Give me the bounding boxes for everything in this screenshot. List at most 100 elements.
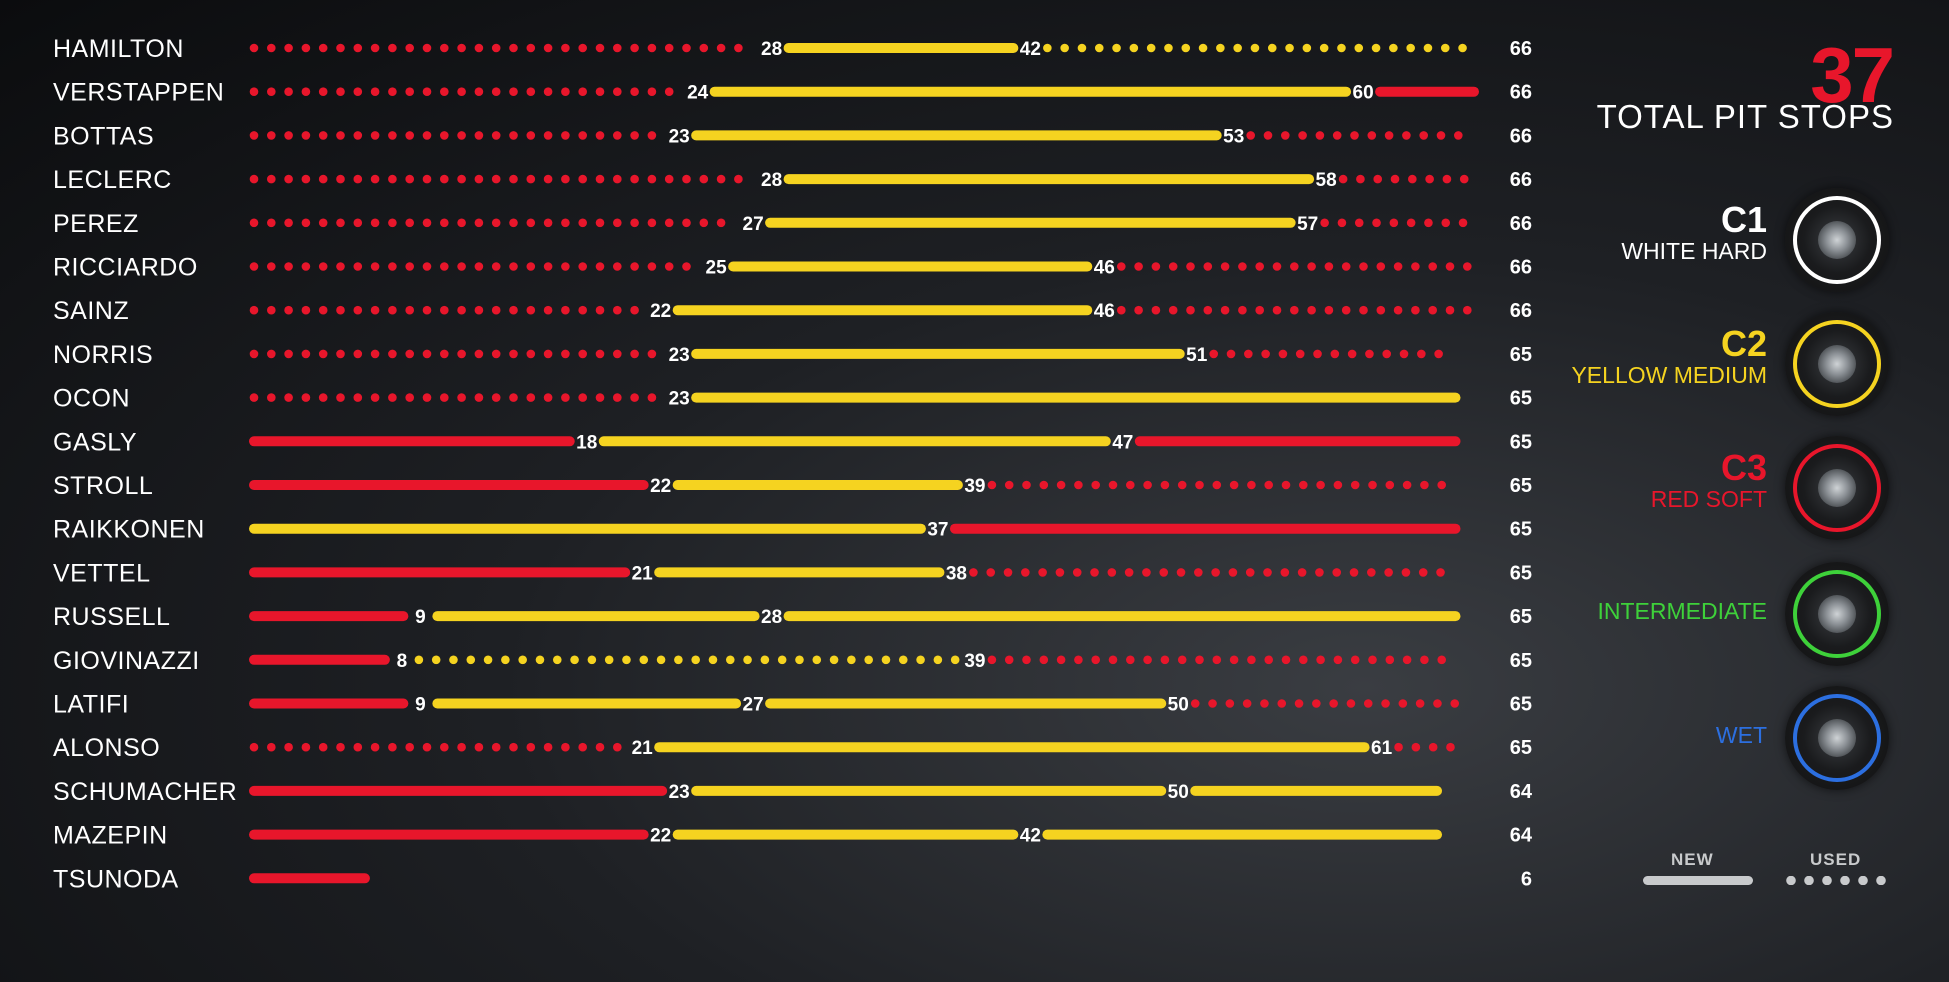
driver-name: TSUNODA [53,865,179,893]
laps-completed-label: 65 [1510,431,1532,453]
pit-stop-lap-label: 37 [927,520,948,541]
stint-bar-yellow-used [1043,43,1467,53]
stint-dot [587,655,597,665]
stint-dot [829,655,839,665]
driver-row: MAZEPIN 22 42 64 [53,822,1533,850]
stint-dot [491,131,501,140]
stint-dot [1406,43,1415,53]
stint-dot [1229,655,1239,665]
driver-row: LATIFI 9 27 50 65 [53,691,1532,719]
driver-row: OCON 23 65 [53,385,1532,413]
stint-bar-red-used [1117,262,1472,271]
stint-dot [318,742,328,752]
stint-dot [1238,262,1247,271]
stint-dot [457,174,466,184]
driver-name: HAMILTON [53,35,184,63]
stint-dot [1347,349,1357,359]
stint-dot [1129,43,1139,53]
stint-bar-red-used [249,131,657,140]
stint-dot [1402,131,1411,140]
stint-dot [1354,218,1364,228]
stint-dot [1441,218,1451,228]
stint-dot [1285,43,1294,53]
stint-dot [353,305,363,315]
stint-dot [1143,655,1152,665]
total-pit-stops-label: TOTAL PIT STOPS [1596,98,1894,135]
stint-dot [1245,568,1255,577]
stint-dot [318,349,328,359]
laps-completed-label: 65 [1510,388,1532,410]
stint-dot [1142,568,1151,577]
stint-dot [561,218,570,228]
stint-dot [491,87,501,96]
stint-dot [336,87,345,96]
driver-name: STROLL [53,472,153,500]
stint-dot [1003,568,1013,577]
stint-dot [1442,174,1452,184]
stint-dot [1126,480,1135,490]
stint-dot [1381,699,1390,708]
stint-dot [595,349,605,359]
stint-dot [405,262,415,271]
stint-dot [405,174,415,184]
stint-dot [613,349,622,359]
stint-dot [622,655,631,665]
stint-dot [647,43,657,53]
stint-dot [249,87,259,96]
stint-dot [1039,480,1049,490]
stint-dot [440,349,449,359]
legend-used-label: USED [1810,850,1862,869]
stint-dot [388,87,397,96]
stint-dot [543,87,553,96]
stint-dot [336,218,345,228]
stint-dot [509,305,518,315]
stint-dot [267,742,276,752]
stint-dot [1160,480,1170,490]
laps-completed-label: 65 [1510,344,1532,366]
stint-dot [1246,131,1255,140]
stint-dot [1298,131,1307,140]
stint-dot [987,655,997,665]
stint-dot [491,262,501,271]
stint-dot [1376,262,1386,271]
stint-dot [1402,655,1412,665]
stint-dot [501,655,510,665]
stint-dot [388,174,397,184]
laps-completed-label: 66 [1510,125,1532,147]
stint-dot [1350,480,1360,490]
stint-dot [1440,43,1450,53]
stint-dot [1074,480,1083,490]
stint-dot [1458,218,1468,228]
stint-dot [1417,349,1426,359]
stint-dot [526,305,536,315]
stint-dot [457,131,466,140]
driver-row: VERSTAPPEN 24 60 66 [53,79,1532,107]
stint-dot [595,131,605,140]
pit-stop-lap-label: 9 [415,695,426,716]
compound-code: C2 [1720,323,1767,364]
driver-row: RUSSELL 9 28 65 [53,603,1532,631]
pit-stop-lap-label: 61 [1371,738,1393,759]
pit-stop-lap-label: 28 [761,170,782,191]
stint-dot [474,87,484,96]
stint-dot [699,174,709,184]
pit-stop-lap-label: 57 [1297,214,1318,235]
stint-dot [422,262,432,271]
stint-dot [1453,131,1463,140]
stint-dot [1225,699,1235,708]
stint-dot [950,655,960,665]
stint-dot [674,655,683,665]
stint-dot [647,393,657,402]
stint-dot [630,174,639,184]
stint-dot [1159,568,1169,577]
stint-dot [1411,305,1420,315]
stint-dot [1220,262,1230,271]
stint-dot [1329,699,1338,708]
driver-name: VERSTAPPEN [53,79,224,107]
stint-dot [595,87,605,96]
stint-dot [1074,655,1083,665]
stint-dot [1350,131,1359,140]
stint-dot [422,305,432,315]
stint-dot [561,87,570,96]
stint-dot [1445,305,1455,315]
